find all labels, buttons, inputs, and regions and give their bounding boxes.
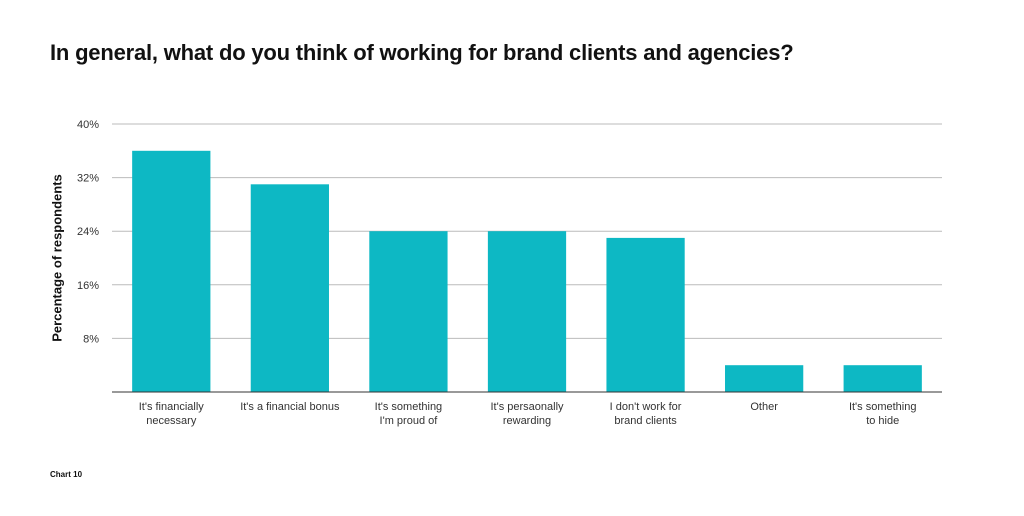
y-tick-label: 32% [77,173,99,185]
bar [843,365,922,392]
bar [250,184,329,392]
x-tick-label: Other [750,401,778,413]
chart-number-note: Chart 10 [50,470,83,479]
bar [725,365,804,392]
category-labels: It's financially necessary It's a financia… [139,401,917,427]
bar [369,231,448,392]
x-tick-label: It's a financial bonus [240,401,340,413]
x-tick-label: I don't work for brand clients [610,401,682,427]
x-tick-label: It's something to hide [849,401,917,427]
bars [132,150,922,392]
y-tick-label: 16% [77,280,99,292]
chart-title: In general, what do you think of working… [50,40,794,65]
y-tick-label: 40% [77,119,99,131]
bar [487,231,567,392]
bar [606,237,685,392]
x-tick-label: It's persaonally rewarding [490,401,564,427]
x-tick-label: It's financially necessary [139,401,205,427]
y-tick-label: 24% [77,226,99,238]
x-tick-label: It's something I'm proud of [375,401,443,427]
y-tick-label: 8% [83,333,99,345]
bar [132,150,211,392]
